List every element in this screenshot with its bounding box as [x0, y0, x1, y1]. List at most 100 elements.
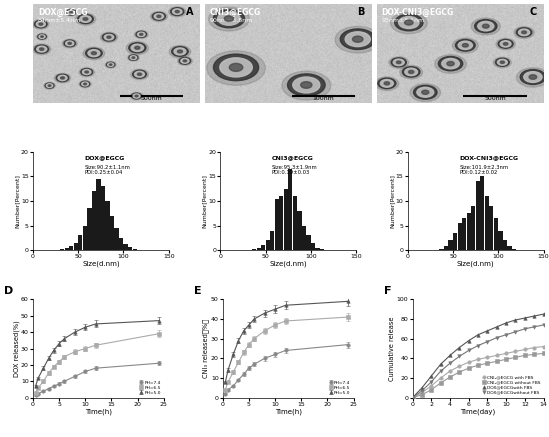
CNI₃@EGCG without FBS [419, 392, 425, 397]
Circle shape [40, 48, 44, 50]
Bar [320, 249, 324, 250]
Circle shape [396, 61, 401, 64]
X-axis label: Size(d.nm): Size(d.nm) [457, 261, 495, 267]
Circle shape [44, 82, 55, 89]
Circle shape [83, 47, 105, 60]
Legend: PH=7.4, PH=6.5, PH=5.0: PH=7.4, PH=6.5, PH=5.0 [328, 380, 351, 395]
CNI₃@EGCG without FBS [428, 387, 435, 392]
Circle shape [135, 46, 140, 49]
Bar [449, 240, 453, 250]
Text: Size:90.2±1.1nm
PDI:0.25±0.04: Size:90.2±1.1nm PDI:0.25±0.04 [85, 165, 131, 175]
Text: 84nm±5.4nm: 84nm±5.4nm [38, 18, 81, 23]
Bar [74, 243, 78, 250]
Circle shape [83, 17, 88, 21]
CNI₃@EGCG with FBS [494, 353, 500, 358]
DOX@EGCGwithout FBS [428, 379, 435, 385]
Circle shape [214, 54, 259, 81]
Bar [467, 213, 471, 250]
Circle shape [400, 66, 423, 79]
DOX@EGCGwith FBS [428, 373, 435, 378]
Circle shape [183, 60, 187, 62]
DOX@EGCGwithout FBS [503, 332, 509, 337]
DOX@EGCGwith FBS [410, 395, 416, 400]
Circle shape [39, 23, 43, 25]
Circle shape [169, 7, 186, 17]
Bar [471, 206, 475, 250]
Circle shape [169, 45, 191, 58]
Circle shape [38, 34, 46, 39]
Circle shape [375, 77, 399, 90]
Circle shape [301, 82, 312, 88]
Circle shape [389, 57, 408, 69]
Circle shape [131, 69, 148, 80]
Circle shape [229, 63, 243, 71]
Circle shape [209, 7, 249, 31]
Circle shape [36, 34, 48, 40]
Circle shape [86, 48, 102, 58]
Circle shape [345, 32, 371, 47]
Circle shape [352, 36, 363, 42]
Bar [444, 246, 448, 250]
Bar [457, 223, 462, 250]
Y-axis label: Number[Percent]: Number[Percent] [14, 174, 20, 228]
CNI₃@EGCG without FBS [410, 395, 416, 400]
Circle shape [83, 83, 87, 85]
Text: E: E [194, 286, 201, 296]
Circle shape [179, 58, 191, 64]
Circle shape [456, 39, 475, 51]
Circle shape [452, 38, 478, 53]
Circle shape [88, 50, 100, 57]
Circle shape [85, 71, 88, 73]
Bar [60, 249, 64, 250]
Circle shape [107, 62, 115, 67]
Bar [475, 181, 480, 250]
Bar [439, 249, 444, 250]
Bar [498, 231, 502, 250]
Circle shape [60, 77, 64, 79]
CNI₃@EGCG with FBS [512, 349, 519, 354]
Circle shape [107, 36, 111, 38]
Text: Size:101.9±2.3nm
PDI:0.12±0.02: Size:101.9±2.3nm PDI:0.12±0.02 [460, 165, 508, 175]
Circle shape [56, 74, 69, 82]
Circle shape [133, 70, 147, 78]
Text: C: C [530, 7, 537, 17]
Circle shape [58, 75, 67, 80]
DOX@EGCGwithout FBS [522, 326, 528, 332]
Circle shape [36, 21, 46, 27]
DOX@EGCGwithout FBS [475, 343, 481, 348]
CNI₃@EGCG with FBS [456, 364, 463, 369]
Circle shape [79, 68, 94, 77]
DOX@EGCGwith FBS [531, 313, 537, 319]
Bar [485, 196, 489, 250]
Circle shape [65, 41, 74, 46]
CNI₃@EGCG without FBS [438, 380, 444, 385]
X-axis label: Size(d.nm): Size(d.nm) [270, 261, 307, 267]
CNI₃@EGCG with FBS [484, 355, 491, 360]
Bar [266, 240, 270, 250]
DOX@EGCGwith FBS [512, 317, 519, 323]
Circle shape [475, 20, 497, 33]
DOX@EGCGwithout FBS [540, 323, 547, 328]
Circle shape [127, 54, 139, 61]
Circle shape [405, 20, 413, 25]
Circle shape [104, 35, 114, 40]
Circle shape [102, 33, 116, 41]
Line: DOX@EGCGwith FBS: DOX@EGCGwith FBS [411, 312, 545, 399]
Text: B: B [357, 7, 365, 17]
DOX@EGCGwithout FBS [494, 335, 500, 340]
DOX@EGCGwith FBS [475, 332, 481, 337]
Circle shape [139, 33, 143, 35]
Circle shape [79, 80, 91, 88]
Bar [306, 236, 311, 250]
Circle shape [529, 75, 537, 79]
DOX@EGCGwithout FBS [410, 395, 416, 400]
Circle shape [126, 42, 149, 55]
Circle shape [39, 35, 45, 38]
Circle shape [68, 42, 71, 45]
Circle shape [82, 69, 91, 75]
DOX@EGCGwithout FBS [419, 388, 425, 393]
Circle shape [335, 26, 380, 53]
Circle shape [80, 81, 89, 87]
Circle shape [70, 11, 72, 13]
Circle shape [135, 95, 138, 97]
